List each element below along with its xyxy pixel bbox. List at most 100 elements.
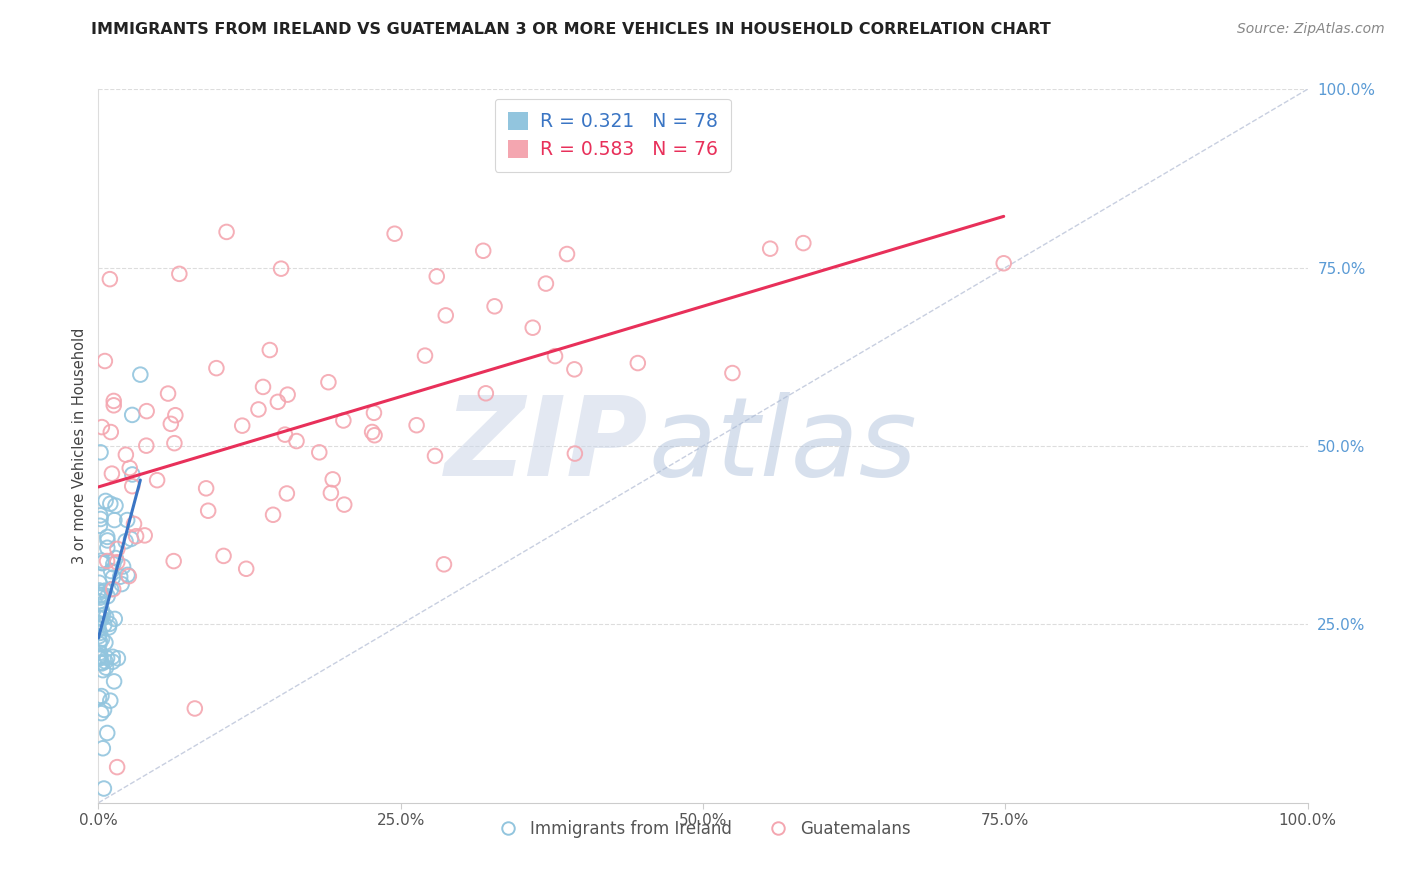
Point [101,649,124,664]
Point [103,398,125,412]
Point [484,299,506,313]
Point [96,726,118,740]
Point [121,467,143,482]
Point [108,570,131,584]
Point [87,622,110,636]
Point [91,663,114,677]
Point [90,611,112,625]
Point [103,513,125,527]
Point [308,445,330,459]
Point [252,380,274,394]
Point [103,393,125,408]
Point [627,356,650,370]
Point [112,559,135,574]
Point [169,267,191,281]
Point [205,361,228,376]
Point [107,651,129,665]
Point [94,609,117,624]
Point [90,445,112,459]
Point [93,703,115,717]
Point [90,603,112,617]
Point [90,553,112,567]
Point [121,408,143,422]
Point [259,343,281,357]
Point [101,655,124,669]
Point [319,486,342,500]
Point [91,608,114,623]
Point [117,568,139,582]
Point [94,635,117,649]
Point [363,406,385,420]
Point [89,611,111,625]
Point [104,551,127,566]
Point [122,516,145,531]
Point [94,494,117,508]
Point [129,368,152,382]
Legend: Immigrants from Ireland, Guatemalans: Immigrants from Ireland, Guatemalans [488,814,918,845]
Point [426,269,449,284]
Point [87,651,110,665]
Point [93,618,115,632]
Point [98,497,121,511]
Point [262,508,284,522]
Point [93,781,115,796]
Point [103,674,125,689]
Point [111,577,134,591]
Point [384,227,406,241]
Point [94,583,117,598]
Point [197,504,219,518]
Point [97,589,120,603]
Point [98,272,121,286]
Point [96,541,118,555]
Point [90,706,112,721]
Point [103,557,125,571]
Point [87,650,110,665]
Point [104,499,127,513]
Point [114,534,136,549]
Point [94,354,117,368]
Point [434,309,457,323]
Point [91,588,114,602]
Y-axis label: 3 or more Vehicles in Household: 3 or more Vehicles in Household [72,328,87,564]
Point [270,261,292,276]
Point [105,555,128,569]
Point [89,583,111,598]
Point [267,395,290,409]
Point [212,549,235,563]
Point [115,513,138,527]
Point [120,532,142,546]
Point [235,562,257,576]
Point [146,473,169,487]
Point [125,529,148,543]
Point [90,556,112,570]
Point [115,448,138,462]
Point [89,646,111,660]
Point [89,588,111,602]
Point [90,689,112,703]
Text: ZIP: ZIP [446,392,648,500]
Point [135,404,157,418]
Point [90,512,112,526]
Point [89,634,111,648]
Point [522,320,544,334]
Point [100,564,122,578]
Point [98,693,121,707]
Text: atlas: atlas [648,392,917,500]
Point [475,386,498,401]
Point [165,408,187,422]
Point [333,498,356,512]
Point [101,571,124,585]
Point [534,277,557,291]
Point [104,612,127,626]
Point [423,449,446,463]
Point [87,690,110,705]
Point [118,569,141,583]
Point [135,439,157,453]
Point [121,479,143,493]
Point [105,541,128,556]
Point [96,554,118,568]
Point [89,585,111,599]
Point [91,632,114,646]
Point [90,656,112,670]
Point [361,425,384,439]
